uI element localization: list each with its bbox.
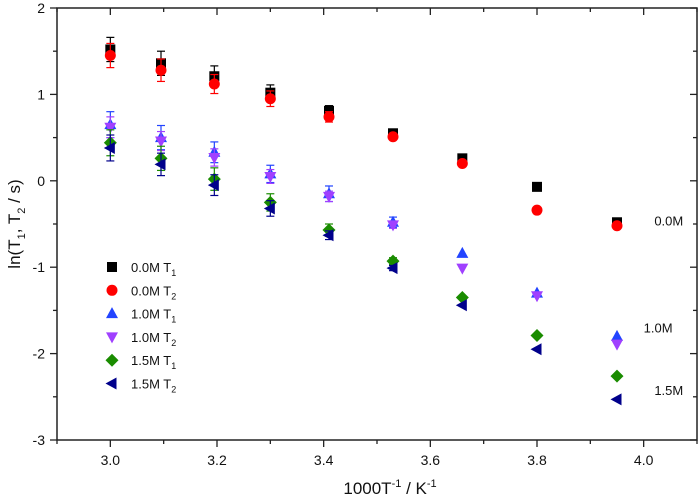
series-1-5m-t1 xyxy=(103,129,624,383)
x-tick-label: 3.8 xyxy=(527,452,547,468)
data-point xyxy=(456,158,468,170)
data-point xyxy=(264,171,277,183)
series-1-0m-t1 xyxy=(104,111,623,341)
data-point xyxy=(611,329,623,341)
data-point xyxy=(387,220,399,232)
plot-frame xyxy=(56,7,698,441)
legend-marker xyxy=(106,284,118,296)
legend-item: 0.0M T1 xyxy=(107,260,176,278)
y-tick-label: -3 xyxy=(33,432,46,448)
legend-item: 1.5M T1 xyxy=(105,353,176,371)
x-tick-label: 3.0 xyxy=(101,452,121,468)
data-point xyxy=(322,229,334,242)
series-1-0m-t2 xyxy=(104,116,623,351)
y-tick-label: -2 xyxy=(33,346,46,362)
data-point xyxy=(456,246,469,258)
data-point xyxy=(104,50,116,62)
series-0-0m-t1 xyxy=(105,36,622,228)
y-tick-label: -1 xyxy=(33,259,46,275)
legend-label: 0.0M T2 xyxy=(131,283,176,301)
x-tick-label: 3.4 xyxy=(314,452,334,468)
data-point xyxy=(155,64,167,76)
legend-label: 0.0M T1 xyxy=(131,260,176,278)
y-tick-label: 0 xyxy=(37,173,45,189)
y-axis-title: ln(T1, T2 / s) xyxy=(5,179,28,268)
legend: 0.0M T1 0.0M T2 1.0M T1 1.0M T2 1.5M T1 1.5M … xyxy=(105,260,176,395)
x-tick-label: 3.2 xyxy=(207,452,227,468)
x-axis-title: 1000T-1 / K-1 xyxy=(343,478,436,498)
x-tick-label: 3.6 xyxy=(421,452,441,468)
legend-item: 1.0M T1 xyxy=(106,307,176,325)
legend-item: 1.5M T2 xyxy=(105,377,176,395)
data-point xyxy=(530,328,544,342)
annotation-label: 0.0M xyxy=(654,214,683,229)
annotation-label: 1.5M xyxy=(654,383,683,398)
data-point xyxy=(456,263,469,275)
annotations: 0.0M 1.0M 1.5M xyxy=(644,214,684,398)
data-point xyxy=(611,339,623,351)
legend-label: 1.0M T1 xyxy=(131,307,176,325)
data-point xyxy=(531,204,543,216)
data-point xyxy=(104,122,117,134)
legend-label: 1.0M T2 xyxy=(131,330,176,348)
legend-marker xyxy=(105,377,117,390)
data-point xyxy=(263,202,275,215)
data-points xyxy=(103,36,624,406)
data-point xyxy=(386,262,398,275)
legend-item: 1.0M T2 xyxy=(106,330,176,348)
data-point xyxy=(387,131,399,143)
data-point xyxy=(264,93,276,105)
legend-label: 1.5M T1 xyxy=(131,353,176,371)
legend-marker xyxy=(106,332,118,344)
data-point xyxy=(154,158,166,171)
legend-item: 0.0M T2 xyxy=(106,283,176,301)
data-point xyxy=(611,220,623,232)
data-point xyxy=(208,78,220,90)
data-point xyxy=(532,181,542,192)
legend-marker xyxy=(107,262,117,272)
data-point xyxy=(324,105,334,116)
y-tick-label: 2 xyxy=(37,0,45,16)
data-point xyxy=(610,393,622,406)
y-tick-label: 1 xyxy=(37,86,45,102)
legend-label: 1.5M T2 xyxy=(131,377,176,395)
axes: 3.0 3.2 3.4 3.6 3.8 4.0 -3 -2 -1 0 1 2 xyxy=(33,0,698,468)
legend-marker xyxy=(106,307,118,319)
series-0-0m-t2 xyxy=(104,42,623,232)
data-point xyxy=(155,136,167,148)
data-point xyxy=(207,179,219,192)
data-point xyxy=(208,152,221,164)
data-point xyxy=(531,291,543,303)
data-point xyxy=(610,369,624,383)
legend-marker xyxy=(105,353,119,367)
data-point xyxy=(530,343,542,356)
data-point xyxy=(323,111,335,123)
x-tick-label: 4.0 xyxy=(634,452,654,468)
data-point xyxy=(455,299,467,312)
data-point xyxy=(103,141,115,154)
series-1-5m-t2 xyxy=(103,134,622,406)
data-point xyxy=(323,191,335,203)
annotation-label: 1.0M xyxy=(644,321,673,336)
